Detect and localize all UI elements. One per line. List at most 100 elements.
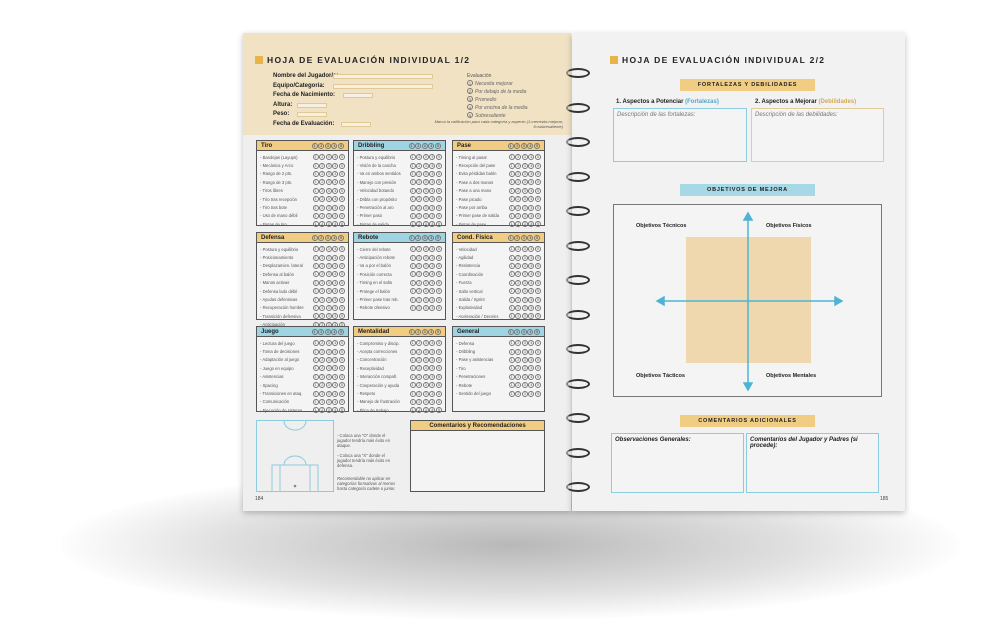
rating-circle[interactable]: 4 <box>332 356 339 363</box>
rating-circle[interactable]: 4 <box>527 234 534 241</box>
rating-circle[interactable]: 5 <box>436 221 442 228</box>
rating-circle[interactable]: 5 <box>535 204 541 211</box>
rating-circle[interactable]: 3 <box>521 170 528 177</box>
rating-circle[interactable]: 2 <box>416 407 423 414</box>
rating-circle[interactable]: 3 <box>422 212 429 219</box>
rating-circle[interactable]: 3 <box>325 271 332 278</box>
rating-circle[interactable]: 1 <box>408 142 415 149</box>
rating-circle[interactable]: 4 <box>332 304 339 311</box>
rating-circle[interactable]: 4 <box>528 179 535 186</box>
rating-circle[interactable]: 5 <box>535 179 541 186</box>
rating-circle[interactable]: 4 <box>332 212 339 219</box>
rating-circle[interactable]: 4 <box>332 279 339 286</box>
rating-circle[interactable]: 2 <box>515 340 522 347</box>
rating-circle[interactable]: 3 <box>521 279 528 286</box>
rating-circle[interactable]: 1 <box>312 390 319 397</box>
rating-circle[interactable]: 2 <box>319 398 326 405</box>
rating-circle[interactable]: 3 <box>521 262 528 269</box>
rating-circle[interactable]: 2 <box>515 271 522 278</box>
rating-circle[interactable]: 4 <box>332 313 339 320</box>
field-input[interactable] <box>297 102 327 108</box>
rating-circle[interactable]: 1 <box>409 246 416 253</box>
rating-circle[interactable]: 5 <box>339 187 345 194</box>
rating-circle[interactable]: 5 <box>535 254 541 261</box>
rating-circle[interactable]: 5 <box>436 204 442 211</box>
rating-circle[interactable]: 4 <box>332 296 339 303</box>
rating-circle[interactable]: 1 <box>409 221 416 228</box>
rating-circle[interactable]: 5 <box>535 170 541 177</box>
rating-circle[interactable]: 4 <box>332 348 339 355</box>
rating-circle[interactable]: 5 <box>436 254 442 261</box>
rating-circle[interactable]: 4 <box>332 187 339 194</box>
rating-circle[interactable]: 3 <box>521 246 528 253</box>
rating-circle[interactable]: 2 <box>416 154 423 161</box>
rating-circle[interactable]: 4 <box>528 365 535 372</box>
rating-circle[interactable]: 5 <box>338 328 344 335</box>
rating-circle[interactable]: 5 <box>339 262 345 269</box>
rating-circle[interactable]: 4 <box>332 162 339 169</box>
rating-circle[interactable]: 1 <box>311 142 318 149</box>
rating-circle[interactable]: 1 <box>312 304 319 311</box>
rating-circle[interactable]: 1 <box>508 373 515 380</box>
rating-circle[interactable]: 3 <box>521 162 528 169</box>
rating-circle[interactable]: 2 <box>416 356 423 363</box>
rating-circle[interactable]: 5 <box>535 365 541 372</box>
rating-circle[interactable]: 5 <box>339 288 345 295</box>
rating-circle[interactable]: 5 <box>435 328 441 335</box>
rating-circle[interactable]: 1 <box>409 262 416 269</box>
rating-circle[interactable]: 3 <box>422 254 429 261</box>
rating-circle[interactable]: 4 <box>332 179 339 186</box>
rating-circle[interactable]: 5 <box>339 407 345 414</box>
rating-circle[interactable]: 2 <box>416 390 423 397</box>
rating-circle[interactable]: 3 <box>325 262 332 269</box>
rating-circle[interactable]: 4 <box>528 154 535 161</box>
rating-circle[interactable]: 2 <box>319 279 326 286</box>
rating-circle[interactable]: 1 <box>409 204 416 211</box>
rating-circle[interactable]: 1 <box>508 246 515 253</box>
rating-circle[interactable]: 4 <box>332 271 339 278</box>
comments-box[interactable]: Comentarios y Recomendaciones <box>410 420 545 492</box>
rating-circle[interactable]: 5 <box>534 234 540 241</box>
rating-circle[interactable]: 4 <box>332 398 339 405</box>
rating-circle[interactable]: 1 <box>409 279 416 286</box>
rating-circle[interactable]: 3 <box>324 328 331 335</box>
rating-circle[interactable]: 3 <box>422 373 429 380</box>
rating-circle[interactable]: 4 <box>429 196 436 203</box>
rating-circle[interactable]: 1 <box>311 234 318 241</box>
rating-circle[interactable]: 4 <box>429 348 436 355</box>
rating-circle[interactable]: 4 <box>332 154 339 161</box>
rating-circle[interactable]: 2 <box>319 407 326 414</box>
rating-circle[interactable]: 1 <box>508 154 515 161</box>
rating-circle[interactable]: 2 <box>416 304 423 311</box>
rating-circle[interactable]: 4 <box>528 262 535 269</box>
rating-circle[interactable]: 3 <box>325 373 332 380</box>
rating-circle[interactable]: 3 <box>521 313 528 320</box>
rating-circle[interactable]: 5 <box>339 254 345 261</box>
rating-circle[interactable]: 2 <box>319 271 326 278</box>
rating-circle[interactable]: 3 <box>521 212 528 219</box>
rating-circle[interactable]: 4 <box>429 187 436 194</box>
rating-circle[interactable]: 1 <box>312 407 319 414</box>
rating-circle[interactable]: 2 <box>515 382 522 389</box>
rating-circle[interactable]: 5 <box>436 304 442 311</box>
field-input[interactable] <box>341 121 371 127</box>
rating-circle[interactable]: 5 <box>436 196 442 203</box>
rating-circle[interactable]: 3 <box>521 390 528 397</box>
